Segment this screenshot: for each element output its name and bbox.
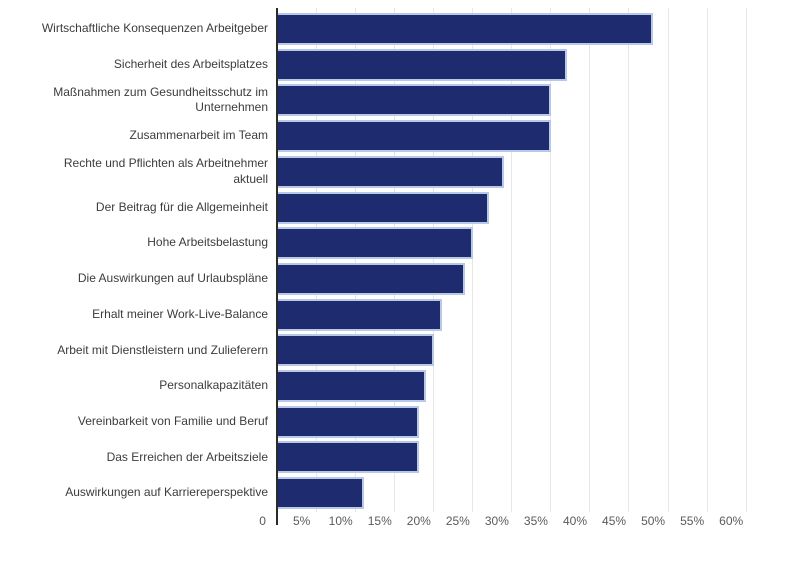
x-tick-label: 25% <box>445 514 470 528</box>
gridline <box>472 8 474 512</box>
category-label: Wirtschaftliche Konsequenzen Arbeitgeber <box>41 21 268 36</box>
bar-4 <box>278 120 552 153</box>
x-tick-label: 5% <box>292 514 311 528</box>
x-tick-label: 35% <box>523 514 548 528</box>
bar-8 <box>278 262 466 295</box>
x-tick-label: 10% <box>328 514 353 528</box>
x-tick-label: 55% <box>680 514 705 528</box>
bar-10 <box>278 334 435 367</box>
gridline <box>433 8 435 512</box>
bar-12 <box>278 405 419 438</box>
y-axis-line <box>276 8 278 525</box>
bar-6 <box>278 191 489 224</box>
category-label: Erhalt meiner Work-Live-Balance <box>92 306 268 321</box>
bar-7 <box>278 227 474 260</box>
bar-13 <box>278 441 419 474</box>
bar-1 <box>278 13 653 45</box>
gridline <box>511 8 513 512</box>
bar-14 <box>278 477 364 510</box>
gridline <box>667 8 669 512</box>
x-tick-label: 50% <box>641 514 666 528</box>
gridline <box>550 8 552 512</box>
bar-3 <box>278 84 552 117</box>
category-label: Personalkapazitäten <box>159 378 268 393</box>
category-label: Vereinbarkeit von Familie und Beruf <box>77 413 268 428</box>
x-tick-label: 45% <box>602 514 627 528</box>
gridline <box>745 8 747 512</box>
category-label: Arbeit mit Dienstleistern und Zulieferer… <box>57 342 268 357</box>
category-label: Rechte und Pflichten als Arbeitnehmer ak… <box>63 156 268 186</box>
bar-2 <box>278 48 567 81</box>
category-label: Zusammenarbeit im Team <box>129 128 269 143</box>
gridline <box>316 8 318 512</box>
gridline <box>628 8 630 512</box>
category-label: Die Auswirkungen auf Urlaubspläne <box>77 271 268 286</box>
bar-9 <box>278 298 442 331</box>
gridline <box>589 8 591 512</box>
category-label: Auswirkungen auf Karriereperspektive <box>65 485 268 500</box>
x-tick-label: 15% <box>367 514 392 528</box>
x-tick-label: 60% <box>719 514 744 528</box>
x-tick-label: 20% <box>406 514 431 528</box>
category-label: Hohe Arbeitsbelastung <box>147 235 268 250</box>
category-label: Sicherheit des Arbeitsplatzes <box>113 56 268 71</box>
x-tick-label: 0 <box>259 514 266 528</box>
gridline <box>355 8 357 512</box>
category-label: Das Erreichen der Arbeitsziele <box>106 449 268 464</box>
x-tick-label: 30% <box>484 514 509 528</box>
category-label: Maßnahmen zum Gesundheitsschutz im Unter… <box>53 84 268 115</box>
bar-5 <box>278 155 505 188</box>
bar-11 <box>278 370 427 402</box>
gridline <box>706 8 708 512</box>
x-tick-label: 40% <box>562 514 588 528</box>
category-label: Der Beitrag für die Allgemeinheit <box>95 199 268 214</box>
gridline <box>394 8 396 512</box>
